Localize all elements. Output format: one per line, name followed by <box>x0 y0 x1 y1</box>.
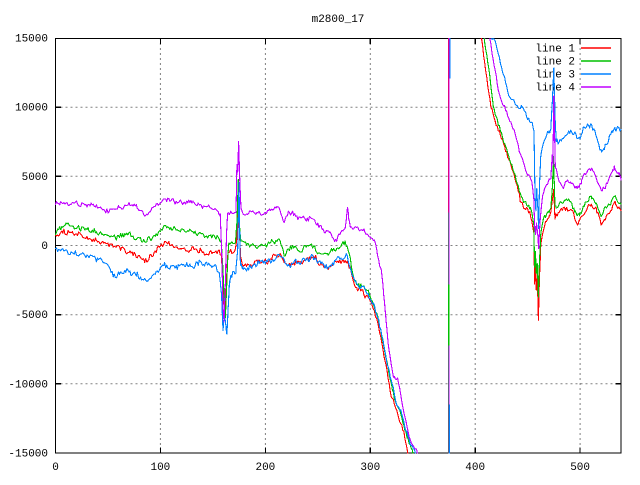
svg-text:5000: 5000 <box>22 172 48 184</box>
svg-text:0: 0 <box>41 241 48 253</box>
svg-text:100: 100 <box>150 462 170 474</box>
svg-text:line 3: line 3 <box>535 70 575 82</box>
svg-text:line 4: line 4 <box>535 83 575 95</box>
svg-text:-5000: -5000 <box>15 310 48 322</box>
svg-text:line 2: line 2 <box>535 57 575 69</box>
svg-text:500: 500 <box>570 462 590 474</box>
svg-text:400: 400 <box>465 462 485 474</box>
svg-text:-10000: -10000 <box>8 379 48 391</box>
svg-text:0: 0 <box>52 462 59 474</box>
svg-text:m2800_17: m2800_17 <box>312 14 365 26</box>
svg-text:200: 200 <box>255 462 275 474</box>
svg-text:10000: 10000 <box>15 103 48 115</box>
svg-text:300: 300 <box>360 462 380 474</box>
svg-text:line 1: line 1 <box>535 44 575 56</box>
svg-text:-15000: -15000 <box>8 449 48 461</box>
svg-text:15000: 15000 <box>15 34 48 46</box>
